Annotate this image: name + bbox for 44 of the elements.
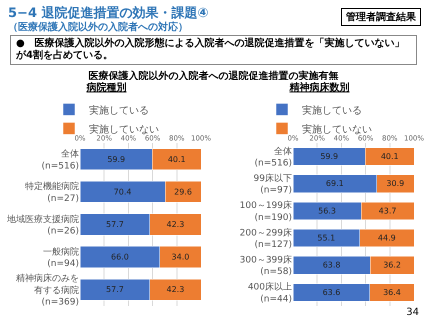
data-label: 70.4 [114,187,132,196]
y-tick-label: 全体 (n=516) [42,148,79,172]
chart-title: 精神病床数別 [288,81,350,94]
y-tick-label: 400床以上 (n=44) [248,282,292,304]
y-tick-label: 300～399床 (n=58) [240,254,292,278]
legend-label: 実施している [89,104,149,116]
data-label: 66.0 [111,252,129,262]
data-label: 30.9 [386,179,404,188]
data-label: 29.6 [174,187,192,196]
data-label: 63.8 [322,260,341,270]
y-tick-label: 全体 (n=516) [254,146,292,169]
text: 5−4 退院促進措置の効果・課題④ [8,4,209,21]
legend-label: 実施していない [89,123,159,136]
text: （医療保護入院以外の入院者への対応） [8,20,188,34]
y-tick-label: 一般病院 (n=94) [43,246,79,270]
data-label: 55.1 [317,234,336,243]
data-label: 69.1 [326,179,344,188]
legend-label: 実施している [302,104,362,116]
data-label: 57.7 [106,220,124,229]
y-tick-label: 特定機能病院 (n=27) [25,181,79,204]
y-tick-label: 地域医療支援病院 (n=26) [6,214,79,236]
data-label: 44.9 [378,234,396,243]
data-label: 40.1 [380,152,399,162]
data-label: 34.0 [172,252,190,262]
data-label: 43.7 [378,206,396,216]
data-label: 36.2 [383,260,402,270]
data-label: 59.9 [320,152,338,162]
data-label: 63.6 [322,288,340,297]
data-label: 57.7 [106,285,124,294]
chart-title: 病院種別 [86,81,126,94]
y-tick-label: 精神病床のみを有する病院 (n=369) [16,273,79,308]
data-label: 36.4 [383,288,401,297]
text: 34 [406,307,419,318]
y-tick-label: 99床以下 (n=97) [254,173,292,196]
y-tick-label: 100～199床 (n=190) [240,200,292,223]
y-tick-label: 200～299床 (n=127) [240,227,292,250]
data-label: 42.3 [166,285,184,294]
data-label: 40.1 [168,154,186,164]
legend-label: 実施していない [302,123,372,136]
text: 管理者調査結果 [341,8,421,26]
text: ● 医療保護入院以外の入院形態による入院者への退院促進措置を「実施していない」が4割を占めている。 [10,35,417,65]
data-label: 42.3 [166,220,184,229]
data-label: 59.9 [107,154,126,164]
data-label: 56.3 [318,206,336,216]
